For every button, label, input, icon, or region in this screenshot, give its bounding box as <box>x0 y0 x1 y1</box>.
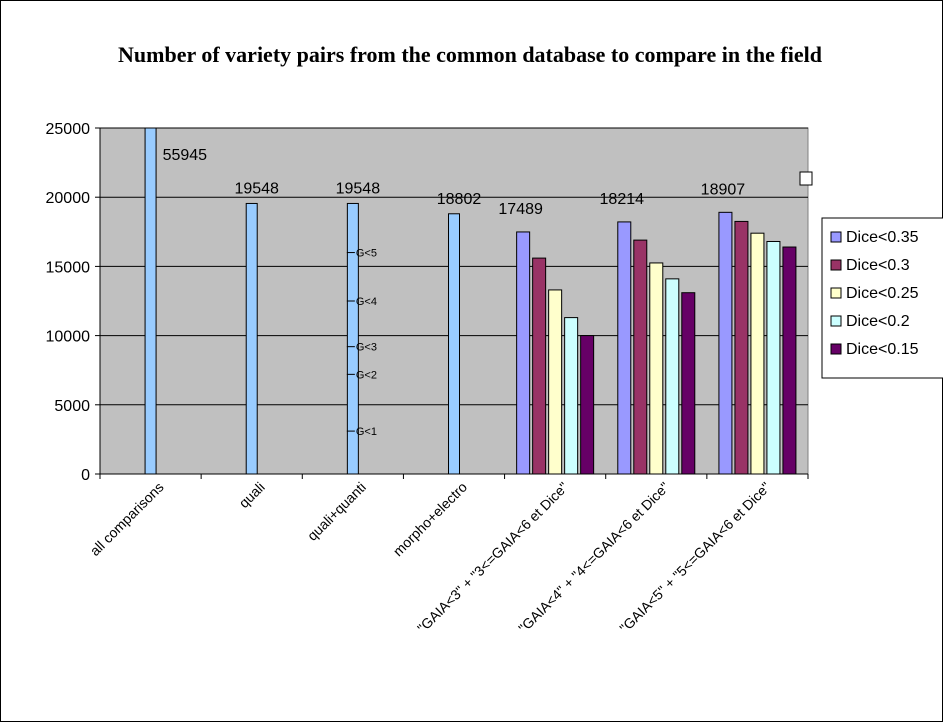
legend-label: Dice<0.25 <box>846 285 919 302</box>
bar-dice-0-2 <box>564 317 579 475</box>
legend-label: Dice<0.3 <box>846 257 910 274</box>
legend-swatch <box>830 231 842 243</box>
x-category-label: quali <box>236 479 268 511</box>
bar-dice-0-2 <box>665 278 680 475</box>
bar-dice-0-25 <box>750 232 765 475</box>
group-value-label: 18214 <box>600 191 645 208</box>
y-tick-label: 0 <box>81 467 90 484</box>
bar-morpho-electro <box>448 213 460 475</box>
bar-dice-0-3 <box>532 257 547 475</box>
legend-label: Dice<0.2 <box>846 313 910 330</box>
bar-dice-0-25 <box>548 289 563 475</box>
bar-dice-0-25 <box>649 262 664 475</box>
legend <box>821 217 943 379</box>
legend-swatch <box>830 259 842 271</box>
x-category-label: quali+quanti <box>304 479 369 544</box>
legend-swatch <box>830 287 842 299</box>
x-category-label: morpho+electro <box>390 479 471 560</box>
annotation-label: G<3 <box>356 342 377 354</box>
annotation-label: G<1 <box>356 426 377 438</box>
y-tick-label: 20000 <box>46 190 91 207</box>
y-tick-label: 15000 <box>46 259 91 276</box>
bar-dice-0-35 <box>617 221 632 475</box>
chart-title: Number of variety pairs from the common … <box>118 42 822 67</box>
x-category-label: all comparisons <box>87 479 167 559</box>
y-tick-label: 10000 <box>46 329 91 346</box>
annotation-label: G<4 <box>356 296 377 308</box>
annotation-label: G<2 <box>356 369 377 381</box>
bar-dice-0-3 <box>734 220 749 475</box>
y-tick-label: 5000 <box>54 398 90 415</box>
bar-dice-0-35 <box>516 231 531 475</box>
bar-dice-0-15 <box>580 335 595 475</box>
bar-quali-quanti <box>346 202 359 475</box>
y-tick-label: 25000 <box>46 121 91 138</box>
legend-swatch <box>830 343 842 355</box>
annotation-label: G<5 <box>356 248 377 260</box>
bar-value-label: 19548 <box>336 180 381 197</box>
bar-dice-0-2 <box>766 240 781 475</box>
legend-marker-stub <box>799 171 813 186</box>
legend-label: Dice<0.35 <box>846 229 919 246</box>
legend-swatch <box>830 315 842 327</box>
bar-value-label: 55945 <box>163 147 208 164</box>
bar-dice-0-35 <box>718 211 733 475</box>
bar-dice-0-15 <box>681 292 696 475</box>
bar-all-comparisons <box>144 127 157 475</box>
group-value-label: 18907 <box>701 181 746 198</box>
bar-dice-0-15 <box>782 246 797 475</box>
bar-value-label: 18802 <box>437 191 482 208</box>
bar-value-label: 19548 <box>234 180 279 197</box>
bar-dice-0-3 <box>633 239 648 475</box>
group-value-label: 17489 <box>498 201 543 218</box>
legend-label: Dice<0.15 <box>846 341 919 358</box>
bar-quali <box>245 202 258 475</box>
